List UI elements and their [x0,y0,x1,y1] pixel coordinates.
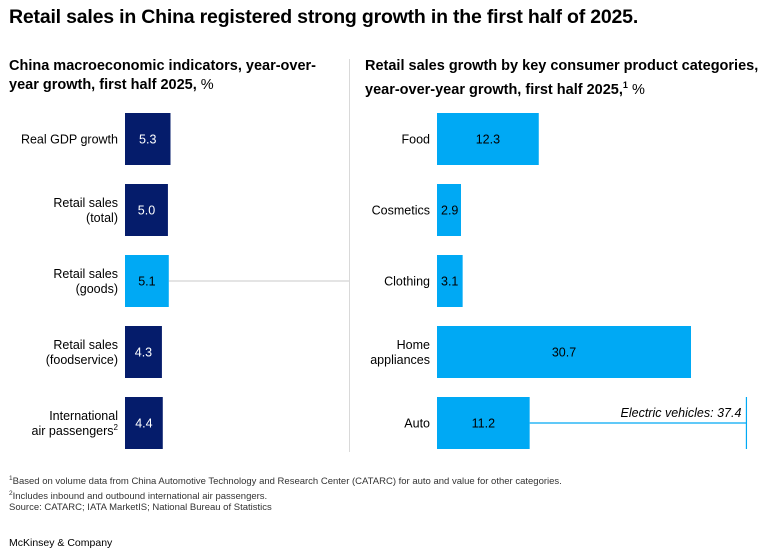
category-label: (total) [86,211,118,225]
category-label: Retail sales [53,196,118,210]
category-label: air passengers2 [32,423,119,438]
annotation-label: Electric vehicles: 37.4 [621,406,742,420]
category-label: Retail sales [53,338,118,352]
left-panel-title-text: China macroeconomic indicators, year-ove… [9,58,317,93]
bar-value-label: 5.1 [138,275,155,289]
bar [125,397,163,449]
right-panel-unit: % [631,81,645,98]
bar [125,255,169,307]
category-label: Real GDP growth [21,133,118,147]
right-panel-title-text: Retail sales growth by key consumer prod… [365,58,759,98]
bar [125,326,162,378]
bar [437,184,461,236]
source-note: Source: CATARC; IATA MarketIS; National … [9,502,272,514]
bar [437,326,691,378]
bar-value-label: 5.3 [139,133,156,147]
bar-value-label: 4.4 [135,417,152,431]
footnote-1: 1Based on volume data from China Automot… [9,475,562,488]
panel-divider [349,59,350,452]
left-panel-title: China macroeconomic indicators, year-ove… [9,57,339,95]
bar-value-label: 11.2 [472,417,495,431]
bar-value-label: 3.1 [441,275,458,289]
category-label: Cosmetics [372,204,430,218]
bar [437,113,539,165]
right-panel-title-sup: 1 [622,80,628,90]
bar-value-label: 30.7 [552,346,576,360]
brand-logo: McKinsey & Company [9,537,113,549]
right-panel-title: Retail sales growth by key consumer prod… [365,57,760,100]
category-label: appliances [370,353,430,367]
left-panel-unit: % [200,77,214,93]
bar [125,184,168,236]
bar-value-label: 12.3 [476,133,500,147]
annotation-value: 37.4 [717,406,741,420]
bar [437,255,463,307]
headline: Retail sales in China registered strong … [9,6,639,28]
category-label: Food [402,133,431,147]
category-label: (goods) [76,282,118,296]
bar-value-label: 5.0 [138,204,155,218]
bar [125,113,171,165]
category-label: International [49,409,118,423]
bar-value-label: 2.9 [441,204,458,218]
bar-value-label: 4.3 [135,346,152,360]
category-label: (foodservice) [46,353,118,367]
footnotes: 1Based on volume data from China Automot… [9,473,562,514]
category-label: Retail sales [53,267,118,281]
category-label: Home [397,338,430,352]
category-label: Auto [404,417,430,431]
category-label: Clothing [384,275,430,289]
footnote-2: 2Includes inbound and outbound internati… [9,489,268,502]
bar [437,397,530,449]
